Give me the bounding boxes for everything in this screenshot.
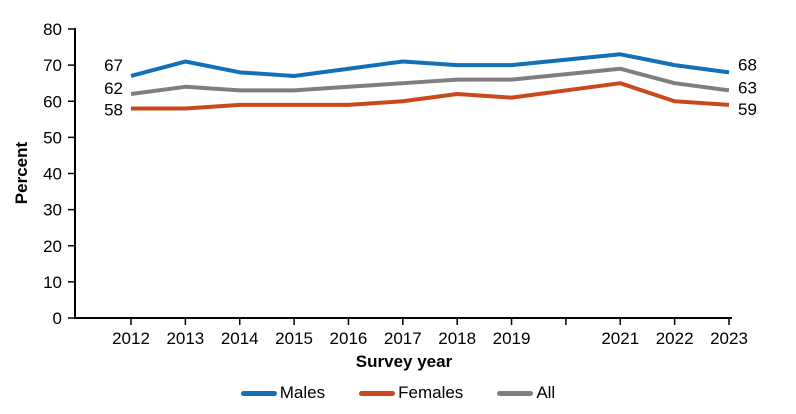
legend-label-males: Males (279, 383, 326, 402)
y-tick-label: 10 (43, 273, 62, 292)
series-line-all (130, 66, 730, 97)
y-tick-label: 30 (43, 201, 62, 220)
y-tick-label: 0 (53, 309, 62, 328)
x-tick-label: 2014 (221, 329, 259, 348)
x-tick-label: 2015 (275, 329, 313, 348)
legend-label-all: All (536, 383, 556, 402)
x-tick-label: 2018 (438, 329, 476, 348)
y-tick-label: 50 (43, 128, 62, 147)
x-tick-label: 2021 (601, 329, 639, 348)
legend-swatch-males-icon (240, 390, 277, 396)
x-tick-label: 2016 (330, 329, 368, 348)
data-label-first-all: 62 (104, 79, 123, 98)
legend-swatch-all-icon (497, 390, 534, 396)
x-tick-label: 2019 (493, 329, 531, 348)
y-tick-label: 40 (43, 165, 62, 184)
x-tick-label: 2022 (656, 329, 694, 348)
x-tick-label: 2017 (384, 329, 422, 348)
data-label-last-all: 63 (738, 78, 757, 97)
legend-swatch-females-icon (359, 390, 396, 396)
legend-item-all: All (497, 383, 555, 403)
y-tick-label: 60 (43, 92, 62, 111)
y-axis-title: Percent (12, 141, 31, 205)
data-label-last-males: 68 (738, 55, 757, 74)
x-tick-label: 2012 (112, 329, 150, 348)
legend: Males Females All (0, 383, 796, 403)
series-line-males (130, 52, 730, 78)
data-label-first-males: 67 (104, 56, 123, 75)
legend-item-males: Males (240, 383, 326, 403)
data-label-last-females: 59 (738, 100, 757, 119)
y-tick-label: 80 (43, 20, 62, 39)
y-tick-label: 70 (43, 56, 62, 75)
y-tick-label: 20 (43, 237, 62, 256)
x-tick-label: 2023 (710, 329, 748, 348)
legend-item-females: Females (359, 383, 463, 403)
data-label-first-females: 58 (104, 100, 123, 119)
legend-label-females: Females (398, 383, 464, 402)
x-axis-title: Survey year (355, 352, 453, 371)
x-tick-label: 2013 (166, 329, 204, 348)
series-line-females (131, 81, 730, 111)
